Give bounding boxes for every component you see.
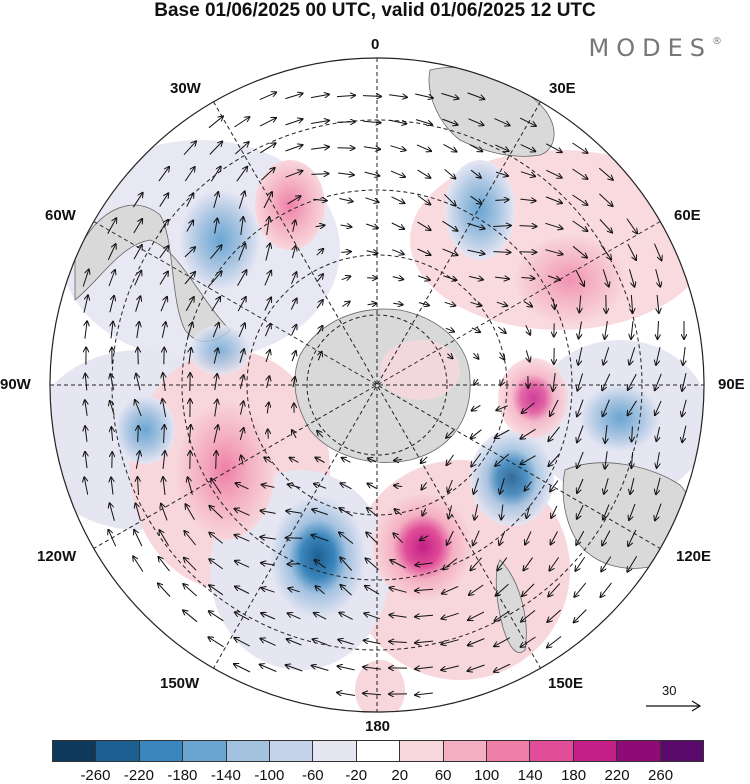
colorbar-swatch: [617, 741, 660, 761]
colorbar-tick-label: 220: [605, 767, 630, 784]
colorbar-swatch: [661, 741, 703, 761]
wind-vector: [337, 122, 355, 123]
colorbar-tick-label: -20: [345, 767, 367, 784]
lon-label-150e: 150E: [548, 675, 583, 692]
colorbar-tick-label: -100: [254, 767, 284, 784]
wind-vector: [520, 252, 537, 253]
colorbar-tick-label: 100: [474, 767, 499, 784]
anomaly-pos-60e: [515, 235, 625, 325]
lon-label-90w: 90W: [0, 376, 31, 393]
colorbar-swatch: [400, 741, 443, 761]
colorbar-swatch: [444, 741, 487, 761]
anomaly-neg-south-indian: [470, 430, 554, 526]
anomaly-pos-south-of-nz: [373, 492, 473, 602]
anomaly-neg-90e: [580, 384, 660, 452]
colorbar-swatch: [96, 741, 139, 761]
wind-vector: [138, 348, 139, 365]
lon-label-180: 180: [365, 718, 390, 735]
reference-vector-arrow: [640, 698, 710, 714]
lon-label-30w: 30W: [170, 80, 201, 97]
anomaly-pos-90e: [498, 358, 568, 438]
colorbar-tick-label: 180: [561, 767, 586, 784]
lon-label-90e: 90E: [718, 376, 745, 393]
colorbar: [52, 740, 704, 762]
anomaly-pos-east-antarctica: [380, 340, 460, 400]
colorbar-tick-label: 20: [391, 767, 408, 784]
colorbar-tick-label: 60: [435, 767, 452, 784]
lon-label-150w: 150W: [160, 675, 199, 692]
reference-vector-label: 30: [662, 683, 676, 698]
colorbar-tick-label: 140: [518, 767, 543, 784]
colorbar-swatch: [357, 741, 400, 761]
map-field: [30, 58, 710, 720]
lon-label-120e: 120E: [676, 548, 711, 565]
colorbar-swatch: [530, 741, 573, 761]
colorbar-swatch: [270, 741, 313, 761]
colorbar-swatch: [140, 741, 183, 761]
colorbar-tick-label: -220: [124, 767, 154, 784]
polar-stereographic-map: [0, 0, 750, 740]
colorbar-tick-label: -140: [211, 767, 241, 784]
lon-label-0: 0: [371, 36, 379, 53]
lon-label-60e: 60E: [674, 207, 701, 224]
colorbar-swatch: [183, 741, 226, 761]
anomaly-pos-pacific: [175, 400, 275, 540]
lon-label-60w: 60W: [45, 207, 76, 224]
colorbar-swatch: [53, 741, 96, 761]
wind-vector: [216, 451, 217, 469]
colorbar-swatch: [487, 741, 530, 761]
anomaly-neg-90w: [115, 396, 175, 464]
colorbar-tick-label: -180: [167, 767, 197, 784]
wind-vector: [268, 429, 269, 438]
colorbar-swatch: [313, 741, 356, 761]
wind-vector: [138, 426, 139, 442]
colorbar-swatch: [227, 741, 270, 761]
colorbar-tick-label: -60: [302, 767, 324, 784]
lon-label-120w: 120W: [37, 548, 76, 565]
colorbar-tick-label: 260: [648, 767, 673, 784]
colorbar-tick-label: -260: [80, 767, 110, 784]
colorbar-swatch: [574, 741, 617, 761]
lon-label-30e: 30E: [549, 80, 576, 97]
